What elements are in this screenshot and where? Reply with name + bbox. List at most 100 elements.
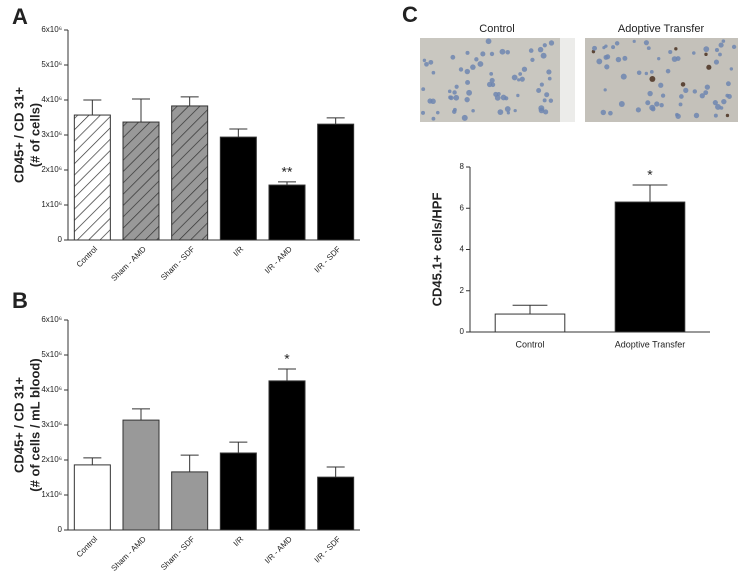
micrograph-adoptive-transfer	[585, 38, 738, 122]
bar	[122, 419, 160, 531]
cell	[721, 39, 726, 43]
cell	[452, 107, 457, 112]
cell	[604, 64, 610, 70]
cell	[713, 113, 718, 118]
cell	[683, 87, 689, 93]
cell	[649, 76, 656, 82]
cell	[530, 57, 535, 63]
cell	[540, 52, 547, 59]
cell	[718, 42, 724, 48]
cell	[692, 89, 698, 94]
x-tick-label: Control	[515, 339, 544, 349]
cell	[548, 40, 555, 46]
cell	[489, 77, 495, 83]
image-label: Adoptive Transfer	[618, 23, 705, 35]
cell	[521, 66, 528, 72]
cell	[643, 40, 649, 46]
panel-label: A	[12, 4, 28, 29]
cell	[513, 109, 517, 113]
cell	[611, 45, 616, 50]
cell	[519, 76, 525, 82]
cell	[657, 57, 661, 61]
x-tick-label: I/R - SDF	[313, 534, 343, 564]
panel-label: C	[402, 2, 418, 27]
cell	[485, 38, 492, 45]
cell	[654, 101, 660, 107]
cell	[658, 82, 664, 88]
cell	[544, 92, 550, 98]
image-label: Control	[479, 23, 514, 35]
cell	[647, 90, 653, 97]
significance-marker: *	[647, 167, 653, 183]
cell	[528, 48, 534, 53]
cell	[517, 78, 521, 82]
y-tick-label: 6x10⁶	[41, 315, 62, 324]
panel-label: B	[12, 288, 28, 313]
cell	[421, 110, 426, 115]
x-tick-label: Sham - SDF	[159, 244, 197, 282]
cell	[424, 61, 429, 67]
cell	[693, 112, 700, 119]
bar	[317, 123, 355, 241]
cell	[645, 100, 651, 106]
cell	[452, 90, 457, 95]
cell	[604, 44, 608, 48]
cell	[721, 98, 727, 105]
cell	[489, 51, 495, 57]
cell	[497, 109, 504, 116]
cell	[489, 72, 494, 76]
x-tick-label: Sham - AMD	[109, 534, 148, 573]
cell	[714, 48, 720, 53]
cell	[712, 100, 718, 106]
x-tick-label: I/R - AMD	[263, 244, 294, 275]
cell	[725, 113, 730, 118]
cell	[718, 52, 722, 57]
cell	[536, 88, 542, 94]
cell	[603, 88, 607, 92]
micrograph-edge	[560, 38, 575, 122]
cell	[539, 82, 544, 87]
cell	[464, 97, 470, 103]
x-tick-label: Sham - SDF	[159, 534, 197, 572]
bar	[268, 380, 306, 531]
bar	[494, 313, 566, 333]
cell	[692, 51, 696, 55]
cell	[703, 46, 710, 53]
cell	[496, 92, 501, 96]
cell	[499, 48, 506, 55]
cell	[706, 64, 712, 70]
cell	[614, 41, 620, 46]
y-tick-label: 5x10⁶	[41, 350, 62, 359]
cell	[538, 105, 545, 112]
cell	[506, 111, 510, 115]
cell	[471, 108, 475, 113]
cell	[458, 67, 464, 72]
x-tick-label: I/R	[232, 534, 246, 548]
cell	[448, 95, 453, 100]
cell	[592, 45, 598, 51]
cell	[547, 76, 552, 81]
cell	[461, 114, 468, 121]
cell	[635, 107, 641, 113]
cell	[431, 70, 436, 75]
cell	[465, 50, 470, 55]
cell	[504, 106, 511, 112]
cell	[680, 82, 686, 87]
cell	[450, 54, 456, 60]
cell	[726, 94, 732, 99]
cell	[660, 93, 666, 98]
cell	[618, 101, 625, 107]
cell	[453, 94, 460, 101]
cell	[649, 69, 654, 74]
cell	[430, 98, 436, 105]
cell	[548, 98, 554, 103]
cell	[600, 109, 607, 116]
cell	[668, 49, 673, 55]
cell	[729, 67, 734, 71]
bar	[171, 105, 209, 241]
x-tick-label: I/R	[232, 244, 246, 258]
cell	[704, 84, 711, 90]
cell	[650, 106, 656, 112]
cell	[725, 81, 731, 87]
